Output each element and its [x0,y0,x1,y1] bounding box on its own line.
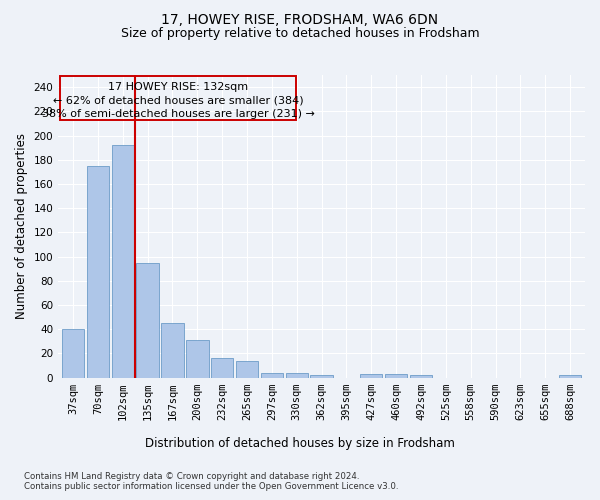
Bar [161,323,184,378]
Bar [211,358,233,378]
Bar [62,329,84,378]
Bar [360,374,382,378]
Bar [410,375,432,378]
Text: 38% of semi-detached houses are larger (231) →: 38% of semi-detached houses are larger (… [42,109,314,119]
Bar [186,340,209,378]
Text: Size of property relative to detached houses in Frodsham: Size of property relative to detached ho… [121,28,479,40]
Text: 17 HOWEY RISE: 132sqm: 17 HOWEY RISE: 132sqm [108,82,248,92]
Bar [260,373,283,378]
Bar [385,374,407,378]
Text: Distribution of detached houses by size in Frodsham: Distribution of detached houses by size … [145,438,455,450]
Bar [112,145,134,378]
Text: Contains public sector information licensed under the Open Government Licence v3: Contains public sector information licen… [24,482,398,491]
Bar [136,262,159,378]
Text: Contains HM Land Registry data © Crown copyright and database right 2024.: Contains HM Land Registry data © Crown c… [24,472,359,481]
Bar [286,373,308,378]
Text: ← 62% of detached houses are smaller (384): ← 62% of detached houses are smaller (38… [53,96,304,106]
Bar [87,166,109,378]
Bar [310,375,333,378]
Text: 17, HOWEY RISE, FRODSHAM, WA6 6DN: 17, HOWEY RISE, FRODSHAM, WA6 6DN [161,12,439,26]
Y-axis label: Number of detached properties: Number of detached properties [15,134,28,320]
Bar [236,360,258,378]
Bar [559,375,581,378]
